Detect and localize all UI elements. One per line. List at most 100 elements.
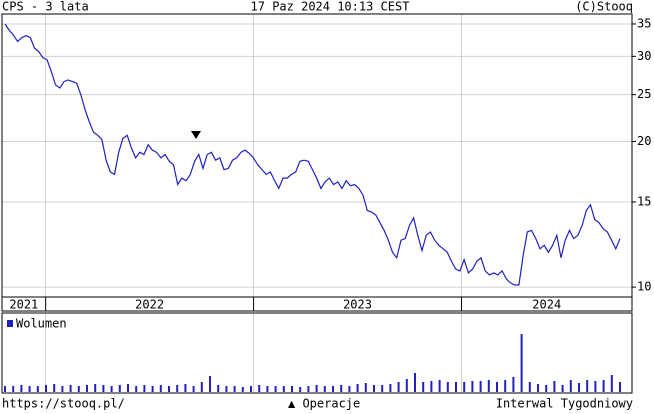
y-tick-label: 15 — [637, 194, 651, 208]
volume-bar — [553, 381, 556, 392]
operation-marker — [191, 131, 201, 139]
volume-bar — [455, 382, 457, 392]
volume-bar — [291, 386, 293, 392]
volume-bar — [356, 384, 359, 392]
volume-bar — [53, 384, 56, 392]
volume-bar — [94, 384, 97, 392]
volume-bar — [168, 386, 170, 392]
volume-bar — [446, 382, 449, 392]
volume-bar — [381, 385, 384, 392]
volume-bar — [250, 386, 252, 392]
x-tick-label: 2024 — [532, 298, 561, 312]
volume-bar — [135, 386, 138, 392]
volume-bar — [537, 384, 539, 392]
volume-bar — [307, 386, 310, 392]
y-tick-label: 25 — [637, 87, 651, 101]
volume-bar — [61, 386, 64, 392]
volume-bar — [159, 385, 162, 392]
volume-bar — [340, 385, 343, 392]
volume-bar — [266, 386, 269, 392]
volume-bar — [430, 381, 433, 392]
volume-bar — [487, 380, 490, 392]
volume-bar — [28, 386, 31, 392]
volume-bar — [69, 385, 72, 392]
volume-bar — [200, 382, 203, 392]
volume-bar — [151, 386, 154, 392]
y-tick-label: 20 — [637, 134, 651, 148]
volume-bar — [217, 385, 220, 392]
volume-bar — [578, 383, 580, 392]
volume-bar — [127, 384, 129, 392]
volume-bar — [512, 377, 515, 392]
volume-bar — [545, 385, 548, 392]
volume-bar — [528, 382, 531, 392]
price-line — [4, 23, 621, 286]
legend-label: Wolumen — [16, 317, 67, 331]
volume-frame — [1, 312, 633, 394]
interval: Interwal Tygodniowy — [496, 397, 633, 411]
volume-bar — [471, 381, 474, 392]
volume-bar — [610, 375, 613, 392]
volume-bar — [586, 380, 589, 392]
volume-bar — [561, 385, 564, 392]
volume-bar — [20, 385, 23, 392]
timestamp: 17 Paz 2024 10:13 CEST — [251, 0, 410, 14]
volume-bar — [463, 382, 466, 392]
volume-bar — [504, 380, 507, 392]
x-tick-label: 2022 — [135, 298, 164, 312]
volume-bar — [520, 334, 523, 392]
volume-bar — [258, 385, 261, 392]
volume-bar — [110, 386, 113, 392]
chart-title: CPS - 3 lata — [2, 0, 89, 14]
x-tick-label: 2023 — [343, 298, 372, 312]
volume-bar — [332, 386, 334, 392]
volume-bar — [397, 382, 400, 392]
source-link[interactable]: https://stooq.pl/ — [2, 397, 125, 411]
volume-bar — [569, 380, 572, 392]
volume-bar — [176, 385, 179, 392]
volume-bar — [86, 385, 88, 392]
volume-bar — [192, 386, 195, 392]
volume-bar — [373, 385, 375, 392]
volume-bar — [323, 386, 326, 392]
volume-bar — [282, 386, 285, 392]
year-strip — [1, 296, 633, 312]
volume-bar — [225, 386, 228, 392]
x-tick-label: 2021 — [9, 298, 38, 312]
volume-bar — [118, 385, 121, 392]
volume-bar — [364, 383, 367, 392]
volume-bar — [274, 386, 277, 392]
volume-bar — [36, 386, 39, 392]
volume-bar — [405, 379, 408, 392]
volume-bar — [389, 384, 392, 392]
volume-bar — [602, 380, 605, 392]
volume-bar — [12, 386, 15, 392]
volume-bar — [315, 385, 318, 392]
volume-bar — [143, 385, 146, 392]
volume-bar — [422, 382, 425, 392]
volume-bar — [438, 380, 441, 392]
volume-bar — [479, 381, 482, 392]
volume-bar — [594, 381, 597, 392]
volume-bar — [209, 376, 211, 392]
volume-bar — [414, 373, 416, 392]
y-tick-label: 35 — [637, 16, 651, 30]
volume-bar — [233, 386, 236, 392]
volume-bar — [102, 385, 105, 392]
volume-bar — [619, 382, 621, 392]
operations-legend: ▲ Operacje — [288, 397, 360, 411]
y-tick-label: 10 — [637, 280, 651, 294]
volume-bar — [241, 387, 244, 392]
copyright: (C)Stooq — [575, 0, 633, 14]
volume-bar — [348, 386, 351, 392]
volume-bar — [496, 382, 498, 392]
legend-swatch — [7, 320, 13, 327]
volume-bar — [184, 384, 187, 392]
volume-bar — [45, 385, 47, 392]
volume-bar — [299, 387, 302, 392]
volume-bar — [77, 386, 80, 392]
volume-bar — [4, 386, 6, 392]
